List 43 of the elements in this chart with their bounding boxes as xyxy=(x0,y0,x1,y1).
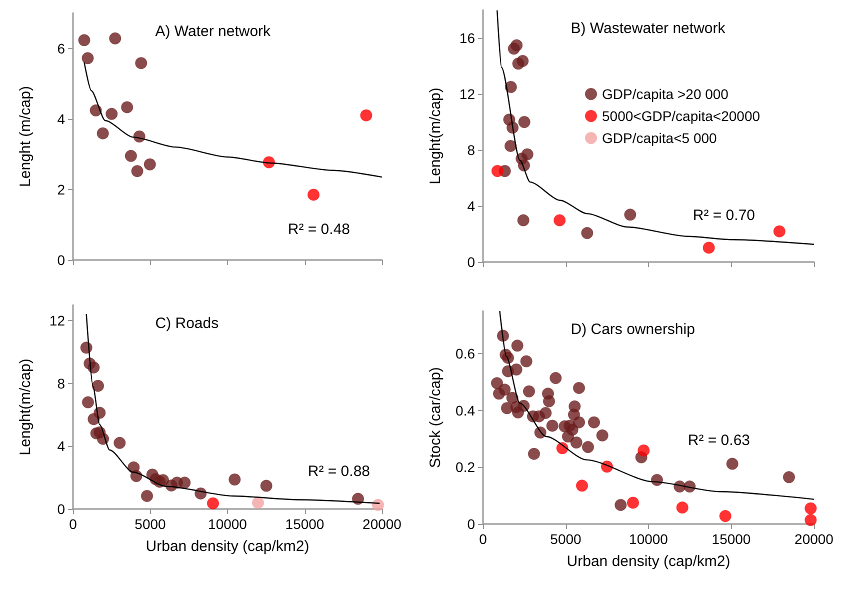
y-tick-label: 0 xyxy=(57,252,66,268)
y-tick-label: 0 xyxy=(57,501,66,517)
y-axis-title: Lenght(m/cap) xyxy=(427,88,444,184)
x-tick-label: 10000 xyxy=(629,531,668,547)
x-tick-label: 10000 xyxy=(208,516,248,532)
y-axis-title: Lenght (m/cap) xyxy=(17,86,34,187)
text: D) Cars ownership xyxy=(570,321,695,338)
y-axis-title: Stock (car/cap) xyxy=(427,367,444,468)
x-tick-label: 15000 xyxy=(712,531,751,547)
annotation: R² = 0.88 xyxy=(308,463,370,480)
legend-label: GDP/capita<5 000 xyxy=(602,130,718,146)
y-tick-label: 4 xyxy=(57,438,66,454)
annotation: R² = 0.63 xyxy=(688,432,750,449)
y-tick-label: 0.6 xyxy=(456,346,476,362)
annotation: R² = 0.48 xyxy=(288,221,350,238)
x-tick-label: 0 xyxy=(479,531,488,547)
y-tick-label: 6 xyxy=(57,40,66,56)
x-tick-label: 5000 xyxy=(550,531,582,547)
annotation: R² = 0.70 xyxy=(692,207,756,224)
y-tick-label: 4 xyxy=(467,198,476,214)
y-tick-label: 2 xyxy=(57,181,66,198)
text: A) Water network xyxy=(155,23,272,40)
y-tick-label: 12 xyxy=(459,86,476,102)
y-tick-label: 0 xyxy=(467,254,476,270)
x-tick-label: 0 xyxy=(69,516,78,532)
text: C) Roads xyxy=(155,315,219,332)
y-tick-label: 16 xyxy=(459,30,476,46)
x-axis-title: Urban density (cap/km2) xyxy=(146,538,310,555)
y-tick-label: 8 xyxy=(57,375,66,392)
y-tick-label: 8 xyxy=(467,142,476,158)
text: B) Wastewater network xyxy=(570,20,726,37)
y-tick-label: 4 xyxy=(57,110,66,127)
y-tick-label: 0.4 xyxy=(456,402,476,418)
y-tick-label: 12 xyxy=(49,312,66,329)
x-tick-label: 20000 xyxy=(362,516,402,532)
x-tick-label: 15000 xyxy=(285,516,324,532)
legend-label: GDP/capita >20 000 xyxy=(602,86,729,102)
x-tick-label: 20000 xyxy=(794,531,834,547)
x-tick-label: 5000 xyxy=(134,516,166,532)
legend-label: 5000<GDP/capita<20000 xyxy=(602,108,760,124)
y-tick-label: 0.2 xyxy=(456,459,476,476)
y-axis-title: Lenght(m/cap) xyxy=(17,358,34,456)
x-axis-title: Urban density (cap/km2) xyxy=(566,553,730,570)
